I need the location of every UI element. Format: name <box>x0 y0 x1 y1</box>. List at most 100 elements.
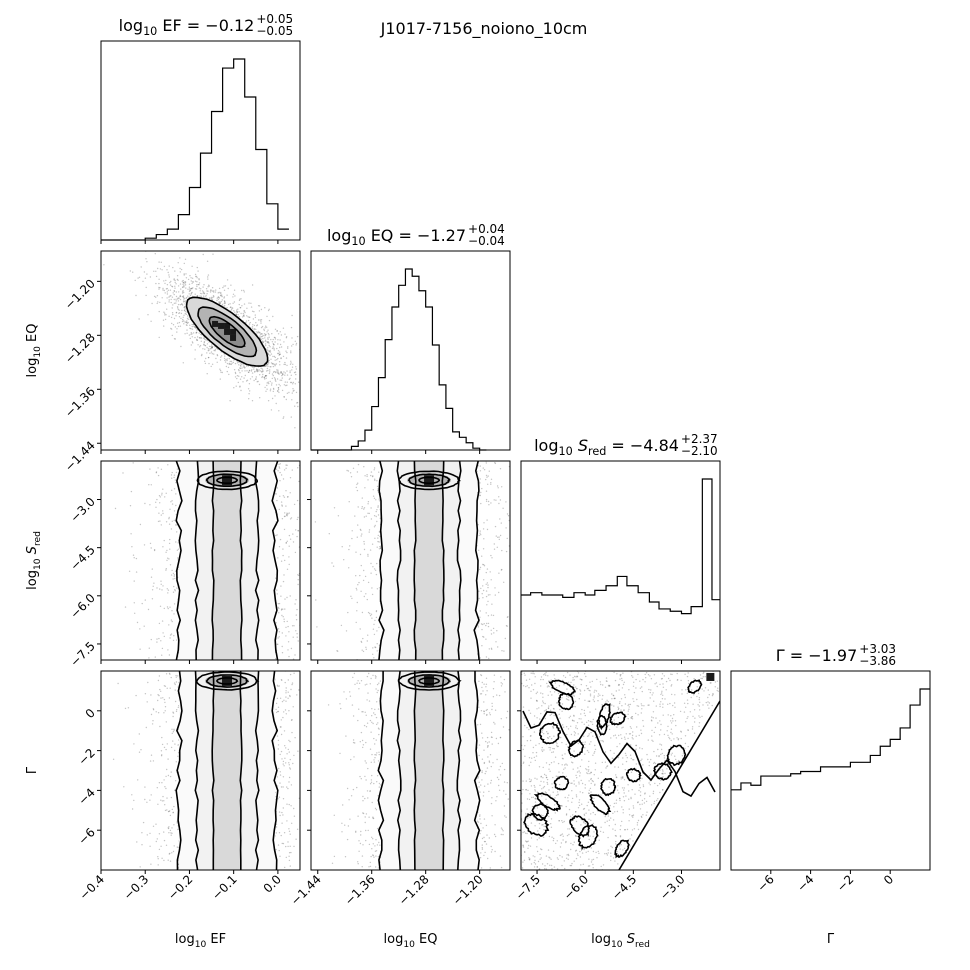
sample-point <box>190 328 192 330</box>
sample-point <box>292 363 294 365</box>
sample-point <box>290 416 292 418</box>
sample-point <box>237 314 239 316</box>
sample-point <box>239 307 241 309</box>
sample-point <box>239 378 242 380</box>
sample-point <box>280 371 283 373</box>
sample-point <box>216 297 218 299</box>
sample-point <box>261 333 263 335</box>
sample-point <box>270 384 273 386</box>
sample-point <box>176 531 178 533</box>
sample-point <box>279 353 281 355</box>
sample-point <box>281 632 283 634</box>
sample-point <box>284 372 286 374</box>
sample-point <box>166 269 168 271</box>
sample-point <box>174 287 176 289</box>
sample-point <box>281 614 283 617</box>
sample-point <box>166 293 169 295</box>
sample-point <box>281 645 283 648</box>
sample-point <box>260 336 263 338</box>
sample-point <box>199 295 201 297</box>
sample-point <box>276 589 278 591</box>
sample-point <box>298 480 300 483</box>
sample-point <box>170 316 173 319</box>
sample-point <box>200 354 203 357</box>
sample-point <box>224 361 227 363</box>
sample-point <box>174 479 177 481</box>
sample-point <box>285 464 287 466</box>
sample-point <box>184 301 187 303</box>
sample-point <box>293 389 295 392</box>
sample-point <box>167 464 169 466</box>
sample-point <box>258 383 261 386</box>
sample-point <box>124 606 127 608</box>
sample-point <box>167 607 169 610</box>
sample-point <box>170 295 172 297</box>
sample-point <box>295 368 297 370</box>
sample-point <box>265 375 267 377</box>
sample-point <box>157 467 159 469</box>
sample-point <box>290 350 292 352</box>
sample-point <box>161 297 163 299</box>
sample-point <box>176 328 178 330</box>
sample-point <box>173 302 176 304</box>
sample-point <box>173 519 175 522</box>
sample-point <box>103 264 105 266</box>
sample-point <box>176 587 178 589</box>
density-cell <box>224 328 231 335</box>
sample-point <box>212 253 214 255</box>
sample-point <box>279 372 282 374</box>
sample-point <box>282 608 284 610</box>
sample-point <box>161 269 163 271</box>
sample-point <box>171 312 174 314</box>
sample-point <box>302 604 303 605</box>
sample-point <box>306 378 307 379</box>
sample-point <box>166 588 168 590</box>
sample-point <box>177 308 179 311</box>
sample-point <box>283 469 286 471</box>
sample-point <box>196 281 198 283</box>
sample-point <box>176 306 179 308</box>
sample-point <box>246 379 249 381</box>
sample-point <box>195 331 197 334</box>
sample-point <box>266 370 268 372</box>
sample-point <box>290 352 292 354</box>
sample-point <box>278 546 281 548</box>
sample-point <box>195 245 196 246</box>
sample-point <box>196 339 198 341</box>
sample-point <box>255 322 257 324</box>
sample-point <box>175 291 177 293</box>
sample-point <box>206 260 209 262</box>
sample-point <box>206 339 208 342</box>
sample-point <box>297 583 299 586</box>
sample-point <box>184 284 187 286</box>
sample-point <box>210 365 212 368</box>
sample-point <box>182 286 184 288</box>
sample-point <box>282 374 284 376</box>
sample-point <box>231 307 234 309</box>
sample-point <box>266 351 269 353</box>
sample-point <box>226 307 228 309</box>
sample-point <box>185 297 187 299</box>
sample-point <box>205 294 207 297</box>
sample-point <box>238 303 240 306</box>
contour-line <box>211 461 215 660</box>
sample-point <box>185 321 187 324</box>
sample-point <box>282 373 284 375</box>
sample-point <box>277 387 280 389</box>
sample-point <box>170 574 173 576</box>
sample-point <box>149 504 151 506</box>
sample-point <box>236 310 238 313</box>
sample-point <box>225 359 227 361</box>
sample-point <box>290 374 292 376</box>
sample-point <box>174 279 176 282</box>
sample-point <box>266 315 268 318</box>
sample-point <box>133 557 135 559</box>
sample-point <box>277 603 279 605</box>
sample-point <box>313 622 314 623</box>
sample-point <box>264 343 267 345</box>
sample-point <box>268 342 270 344</box>
sample-point <box>200 288 202 290</box>
sample-point <box>363 516 366 518</box>
sample-point <box>199 346 201 348</box>
sample-point <box>244 366 246 369</box>
